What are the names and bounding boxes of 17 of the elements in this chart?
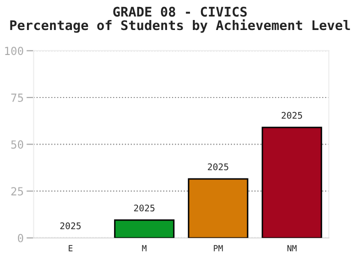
y-tick-label: 25	[11, 187, 23, 196]
y-tick-label: 50	[11, 140, 24, 149]
annotation: 2025	[208, 163, 228, 170]
y-tick-label: 75	[11, 94, 23, 102]
y-tick-label: 100	[5, 46, 24, 56]
bar	[262, 126, 322, 238]
annotation: 2025	[282, 112, 302, 119]
y-tick-label: 0	[18, 234, 24, 242]
x-tick-label: NM	[287, 245, 297, 252]
x-tick-label: M	[142, 245, 146, 252]
chart-title: GRADE 08 - CIVICS Percentage of Students by Achievement Level	[10, 6, 350, 33]
bar	[188, 178, 248, 238]
annotation: 2025	[134, 204, 154, 212]
bar	[114, 219, 175, 238]
x-tick-label: PM	[214, 245, 223, 252]
annotation: 2025	[60, 222, 81, 230]
x-tick-label: E	[68, 245, 72, 252]
